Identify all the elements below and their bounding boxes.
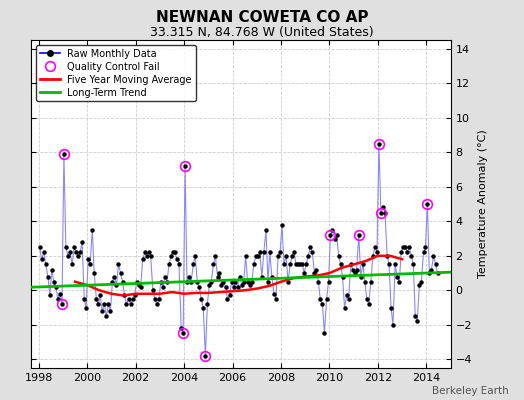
Text: 33.315 N, 84.768 W (United States): 33.315 N, 84.768 W (United States): [150, 26, 374, 39]
Y-axis label: Temperature Anomaly (°C): Temperature Anomaly (°C): [477, 130, 487, 278]
Text: NEWNAN COWETA CO AP: NEWNAN COWETA CO AP: [156, 10, 368, 25]
Text: Berkeley Earth: Berkeley Earth: [432, 386, 508, 396]
Legend: Raw Monthly Data, Quality Control Fail, Five Year Moving Average, Long-Term Tren: Raw Monthly Data, Quality Control Fail, …: [36, 45, 196, 101]
